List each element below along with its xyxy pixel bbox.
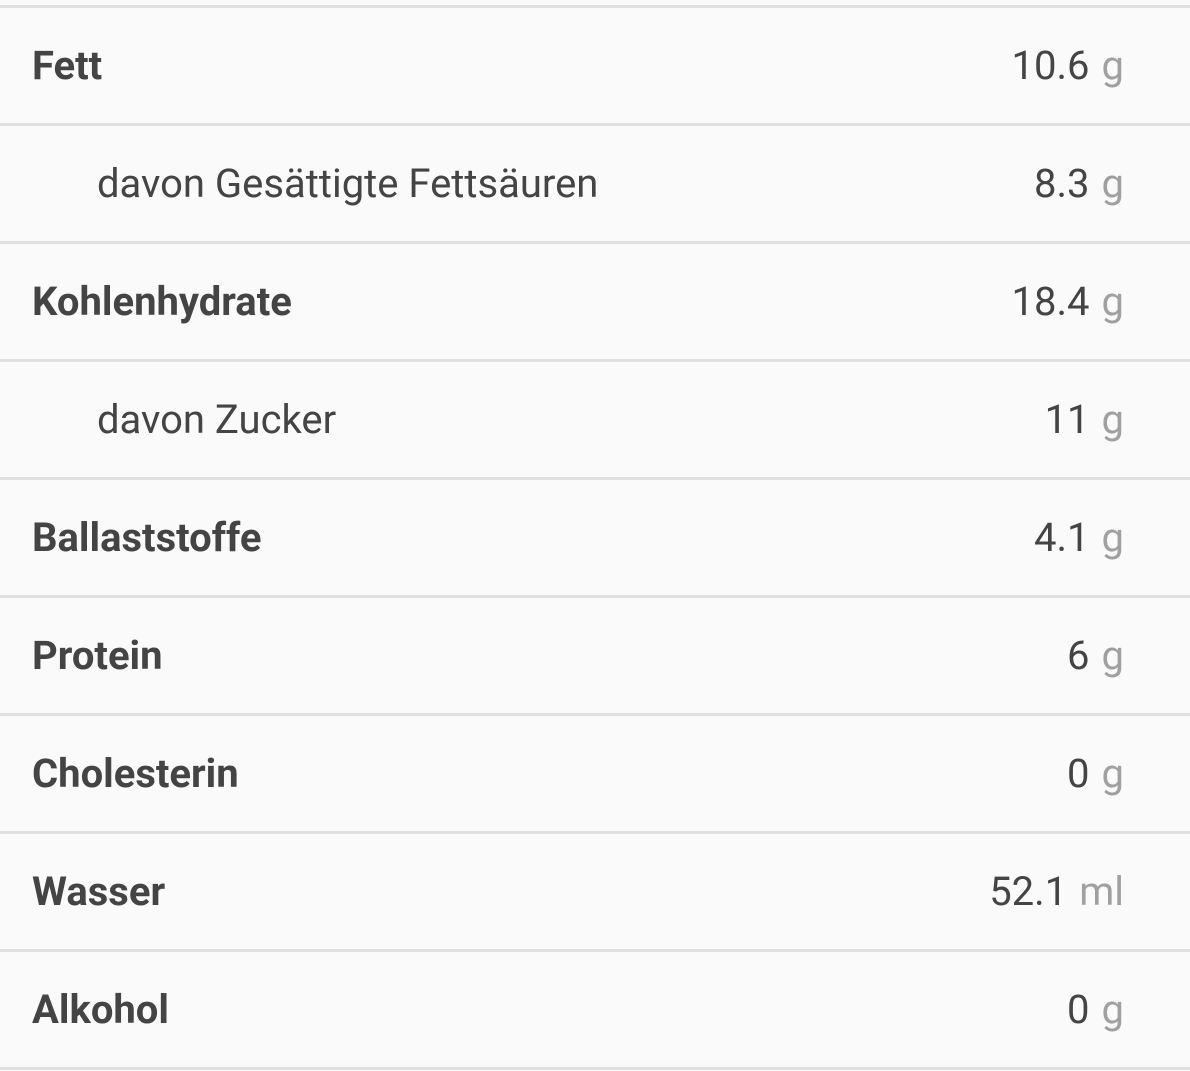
unit: g (1101, 42, 1124, 89)
value: 10.6 (1011, 42, 1090, 89)
value: 18.4 (1011, 278, 1090, 325)
value: 52.1 (989, 868, 1068, 915)
nutrition-row: Alkohol 0 g (0, 952, 1190, 1070)
value: 8.3 (1034, 160, 1090, 207)
amount: 8.3 g (1034, 160, 1124, 207)
label: davon Zucker (97, 396, 337, 443)
value: 0 (1067, 750, 1090, 797)
unit: ml (1079, 868, 1124, 915)
unit: g (1101, 514, 1124, 561)
nutrition-row: Fett 10.6 g (0, 8, 1190, 126)
amount: 4.1 g (1034, 514, 1124, 561)
label: Cholesterin (32, 750, 239, 797)
label: Alkohol (32, 986, 169, 1033)
amount: 11 g (1045, 396, 1124, 443)
label: Ballaststoffe (32, 514, 262, 561)
value: 6 (1067, 632, 1090, 679)
unit: g (1101, 986, 1124, 1033)
nutrition-row: Cholesterin 0 g (0, 716, 1190, 834)
label: Wasser (32, 868, 166, 915)
nutrition-row: Kohlenhydrate 18.4 g (0, 244, 1190, 362)
unit: g (1101, 160, 1124, 207)
label: Fett (32, 42, 103, 89)
value: 4.1 (1034, 514, 1090, 561)
label: Protein (32, 632, 163, 679)
amount: 18.4 g (1012, 278, 1124, 325)
unit: g (1101, 632, 1124, 679)
nutrition-row: Protein 6 g (0, 598, 1190, 716)
nutrition-row: davon Zucker 11 g (0, 362, 1190, 480)
nutrition-row: Wasser 52.1 ml (0, 834, 1190, 952)
unit: g (1101, 396, 1124, 443)
unit: g (1101, 278, 1124, 325)
value: 0 (1067, 986, 1090, 1033)
unit: g (1101, 750, 1124, 797)
value: 11 (1044, 396, 1090, 443)
amount: 52.1 ml (989, 868, 1124, 915)
amount: 10.6 g (1012, 42, 1124, 89)
label: Kohlenhydrate (32, 278, 292, 325)
nutrition-row: davon Gesättigte Fettsäuren 8.3 g (0, 126, 1190, 244)
nutrition-list: Fett 10.6 g davon Gesättigte Fettsäuren 8.3… (0, 5, 1190, 1070)
nutrition-row: Ballaststoffe 4.1 g (0, 480, 1190, 598)
label: davon Gesättigte Fettsäuren (97, 160, 599, 207)
